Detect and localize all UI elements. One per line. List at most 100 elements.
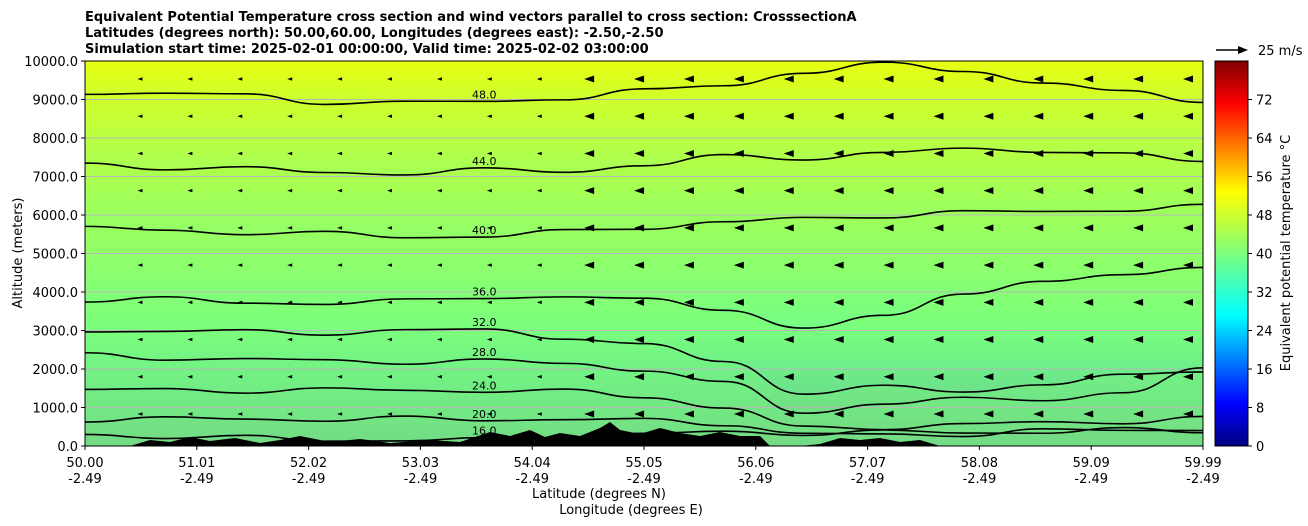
wind-arrow — [1083, 336, 1094, 344]
y-tick-label: 0.0 — [57, 440, 78, 455]
wind-arrow — [337, 77, 343, 81]
wind-arrow — [1183, 410, 1193, 418]
wind-arrow — [733, 187, 744, 195]
title-line: Simulation start time: 2025-02-01 00:00:… — [85, 42, 649, 57]
wind-arrow — [237, 151, 243, 156]
wind-arrow — [337, 412, 343, 416]
wind-arrow — [683, 149, 694, 157]
wind-arrow — [137, 412, 143, 416]
colorbar-tick-label: 40 — [1256, 248, 1273, 263]
wind-arrow — [486, 263, 492, 267]
wind-arrow — [584, 149, 595, 157]
wind-arrow — [833, 224, 844, 232]
x-tick-label-lon: -2.49 — [404, 472, 438, 487]
wind-arrow — [783, 298, 794, 306]
x-tick-label-lat: 59.99 — [1184, 456, 1221, 471]
x-axis-label-lon: Longitude (degrees E) — [559, 503, 703, 518]
wind-arrow — [436, 263, 442, 267]
wind-arrow — [983, 410, 994, 418]
colorbar-tick-label: 16 — [1256, 363, 1273, 378]
wind-arrow — [187, 337, 193, 342]
contour-line — [85, 387, 1203, 431]
wind-arrow — [733, 261, 744, 269]
wind-arrow — [733, 224, 744, 232]
wind-arrow — [1033, 112, 1044, 120]
wind-arrow — [1133, 373, 1144, 381]
y-tick-label: 3000.0 — [33, 325, 79, 340]
wind-arrow — [187, 151, 193, 156]
wind-arrow — [187, 77, 193, 81]
wind-arrow — [237, 114, 243, 118]
wind-arrow — [1183, 75, 1193, 83]
wind-arrow — [237, 77, 243, 81]
wind-arrow — [584, 75, 595, 83]
wind-arrow — [436, 412, 442, 416]
wind-arrow — [536, 263, 542, 267]
wind-arrow — [486, 300, 492, 305]
wind-arrow — [683, 224, 694, 232]
wind-arrow — [1083, 298, 1094, 306]
wind-arrow — [536, 151, 542, 156]
wind-arrow — [1183, 187, 1193, 195]
contour-line — [85, 203, 1203, 239]
wind-arrow — [1183, 336, 1193, 344]
wind-arrow — [137, 151, 143, 156]
wind-arrow — [287, 337, 293, 342]
contour-line — [85, 328, 1203, 395]
wind-arrow — [536, 77, 542, 81]
wind-arrow — [634, 149, 645, 157]
wind-arrow — [983, 261, 994, 269]
wind-arrow — [536, 337, 542, 342]
x-tick-label-lat: 55.05 — [625, 456, 662, 471]
wind-arrow — [1183, 298, 1193, 306]
contour-label: 44.0 — [472, 155, 497, 168]
x-tick-label-lon: -2.49 — [627, 472, 661, 487]
theta-e-bands — [85, 62, 1203, 446]
contour-line — [85, 351, 1203, 415]
colorbar-tick-label: 32 — [1256, 286, 1273, 301]
wind-arrow — [933, 261, 944, 269]
wind-arrow — [1133, 224, 1144, 232]
wind-arrow — [883, 410, 894, 418]
contour-label: 20.0 — [472, 408, 497, 421]
x-axis-label-lat: Latitude (degrees N) — [532, 487, 666, 502]
x-tick-label-lat: 59.09 — [1073, 456, 1110, 471]
wind-arrow — [337, 226, 343, 230]
y-tick-label: 4000.0 — [33, 286, 79, 301]
theta-e-band — [85, 416, 1203, 446]
x-tick-label-lat: 54.04 — [514, 456, 551, 471]
wind-arrow — [337, 375, 343, 379]
wind-arrow — [287, 151, 293, 156]
wind-arrow — [387, 114, 393, 118]
wind-arrow — [187, 412, 193, 416]
wind-arrow — [983, 336, 994, 344]
grid-lines — [85, 99, 1203, 408]
wind-arrow — [436, 151, 442, 156]
wind-arrow — [883, 336, 894, 344]
wind-arrow — [287, 263, 293, 267]
colorbar-label: Equivalent potential temperature °C — [1279, 135, 1294, 371]
wind-arrow — [387, 375, 393, 379]
wind-arrow — [187, 188, 193, 193]
title-line: Equivalent Potential Temperature cross s… — [85, 10, 857, 25]
contour-label: 32.0 — [472, 316, 497, 329]
wind-arrow — [1033, 187, 1044, 195]
wind-arrow — [634, 112, 645, 120]
wind-arrow — [883, 187, 894, 195]
x-tick-label-lon: -2.49 — [1186, 472, 1220, 487]
wind-arrow — [1133, 298, 1144, 306]
wind-arrow — [486, 114, 492, 118]
wind-arrow — [1033, 75, 1044, 83]
x-tick-label-lon: -2.49 — [851, 472, 885, 487]
wind-arrow — [1183, 373, 1193, 381]
wind-arrow — [933, 75, 944, 83]
wind-arrow — [733, 410, 744, 418]
wind-arrow — [1133, 336, 1144, 344]
wind-arrow — [137, 300, 143, 305]
terrain — [85, 422, 940, 446]
wind-arrow — [1033, 410, 1044, 418]
wind-arrow — [1133, 410, 1144, 418]
x-tick-label-lon: -2.49 — [68, 472, 102, 487]
wind-arrow — [783, 149, 794, 157]
y-tick-label: 10000.0 — [24, 55, 78, 70]
